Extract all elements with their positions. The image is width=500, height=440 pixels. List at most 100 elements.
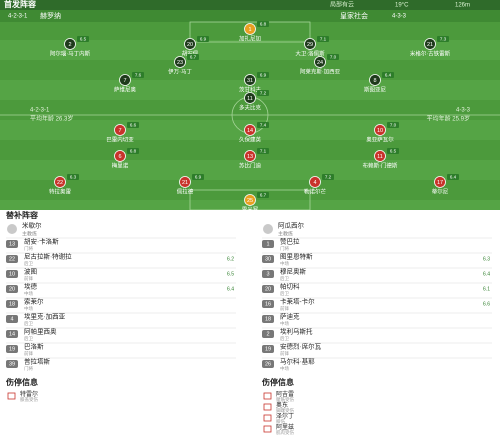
player-badge[interactable] (244, 23, 256, 35)
injury-icon (263, 403, 272, 411)
sub-number-badge (262, 315, 274, 323)
player-number: 7 (118, 128, 121, 134)
team-name[interactable]: 皇家社会 (340, 11, 368, 20)
injury-reason: 膝盖受伤 (20, 396, 38, 403)
sub-number-badge (262, 270, 274, 278)
coach-name[interactable]: 阿瓜西尔 (278, 221, 305, 230)
altitude: 126m (455, 3, 470, 9)
sub-number-badge (6, 285, 18, 293)
player-rating: 7.2 (260, 90, 267, 95)
sub-name[interactable]: 普拉塔斯 (24, 357, 51, 366)
rating-tag (257, 122, 269, 128)
sub-number: 22 (9, 256, 15, 262)
player-badge[interactable] (174, 56, 186, 68)
player-rating: 6.9 (200, 36, 207, 41)
player-badge[interactable] (309, 176, 321, 188)
player-badge[interactable] (424, 38, 436, 50)
injured-player[interactable]: 阿里兹 (276, 423, 294, 431)
player-badge[interactable] (244, 124, 256, 136)
rating-tag (327, 54, 339, 60)
player-number: 2 (68, 42, 71, 48)
injured-player[interactable]: 阿吉雷 (276, 390, 294, 398)
sub-rating: 6.6 (483, 301, 490, 307)
player-number: 14 (247, 128, 253, 134)
player-badge[interactable] (54, 176, 66, 188)
player-rating: 7.3 (440, 36, 447, 41)
sub-number: 16 (265, 301, 271, 307)
sub-name[interactable]: 阿帕里西奥 (24, 327, 57, 336)
sub-name[interactable]: 图里恩特斯 (280, 252, 313, 261)
sub-name[interactable]: 卡莱塔-卡尔 (280, 297, 315, 306)
player-number: 21 (427, 42, 433, 48)
sub-name[interactable]: 帕切科 (280, 282, 300, 291)
injured-player[interactable]: 泽尔丁 (276, 412, 294, 420)
sub-name[interactable]: 马尔科·基耶 (280, 357, 315, 366)
player-badge[interactable] (184, 38, 196, 50)
rating-tag (187, 54, 199, 60)
sub-number: 39 (9, 361, 15, 367)
player-rating: 6.4 (450, 174, 457, 179)
injury-icon (263, 425, 272, 433)
rating-tag (387, 122, 399, 128)
player-badge[interactable] (114, 150, 126, 162)
player-rating: 7.1 (260, 148, 267, 153)
sub-number: 30 (265, 256, 271, 262)
sub-number: 14 (9, 331, 15, 337)
player-number: 31 (247, 78, 253, 84)
coach-name[interactable]: 米歇尔 (22, 221, 42, 230)
sub-number: 18 (9, 301, 15, 307)
player-badge[interactable] (374, 150, 386, 162)
player-name: 萨维尼奥 (114, 85, 137, 93)
sub-rating: 6.4 (227, 286, 234, 292)
player-badge[interactable] (114, 124, 126, 136)
player-badge[interactable] (244, 92, 256, 104)
player-badge[interactable] (244, 194, 256, 206)
sub-name[interactable]: 萨迪克 (280, 312, 300, 321)
sub-name[interactable]: 赞巴拉 (280, 237, 300, 246)
sub-name[interactable]: 埃德 (24, 282, 38, 291)
player-badge[interactable] (64, 38, 76, 50)
sub-number-badge (6, 330, 18, 338)
player-name: 勒诺尔芒 (304, 187, 327, 195)
injury-reason: 脚踝受伤 (276, 407, 294, 414)
player-badge[interactable] (119, 74, 131, 86)
team-name[interactable]: 赫罗纳 (40, 11, 61, 20)
sub-number: 2 (266, 331, 269, 337)
player-badge[interactable] (244, 150, 256, 162)
sub-position: 前锋 (280, 305, 289, 312)
sub-name[interactable]: 尼古拉斯·特谢拉 (24, 252, 72, 261)
sub-name[interactable]: 穆尼奥斯 (280, 267, 307, 276)
injured-player[interactable]: 特雷尔 (20, 390, 38, 398)
player-rating: 6.9 (260, 72, 267, 77)
sub-name[interactable]: 波图 (24, 267, 37, 276)
sub-position: 门将 (24, 245, 33, 252)
player-badge[interactable] (434, 176, 446, 188)
sub-name[interactable]: 索莱尔 (24, 297, 44, 306)
sub-name[interactable]: 胡安·卡洛斯 (24, 237, 59, 246)
player-rating: 6.6 (130, 122, 137, 127)
sub-name[interactable]: 埃利乌斯托 (280, 327, 313, 336)
sub-rating: 6.1 (483, 286, 490, 292)
injured-player[interactable]: 奥东 (276, 401, 288, 409)
player-badge[interactable] (179, 176, 191, 188)
sub-name[interactable]: 巴洛斯 (24, 342, 44, 351)
sub-name[interactable]: 埃里克·加西亚 (24, 312, 66, 321)
player-badge[interactable] (314, 56, 326, 68)
sub-position: 门将 (24, 365, 33, 372)
injury-reason: 肌肉受伤 (276, 429, 294, 436)
player-badge[interactable] (369, 74, 381, 86)
player-badge[interactable] (374, 124, 386, 136)
player-rating: 6.8 (260, 21, 267, 26)
rating-tag (257, 90, 269, 96)
rating-tag (317, 36, 329, 42)
player-badge[interactable] (304, 38, 316, 50)
sub-name[interactable]: 安德烈·席尔瓦 (280, 342, 322, 351)
sub-number: 4 (10, 316, 13, 322)
sub-number-badge (262, 300, 274, 308)
player-badge[interactable] (244, 74, 256, 86)
rating-tag (192, 174, 204, 180)
player-name: 梅里诺 (112, 161, 129, 169)
injury-title: 伤停信息 (261, 377, 294, 387)
injury-icon (7, 392, 16, 400)
